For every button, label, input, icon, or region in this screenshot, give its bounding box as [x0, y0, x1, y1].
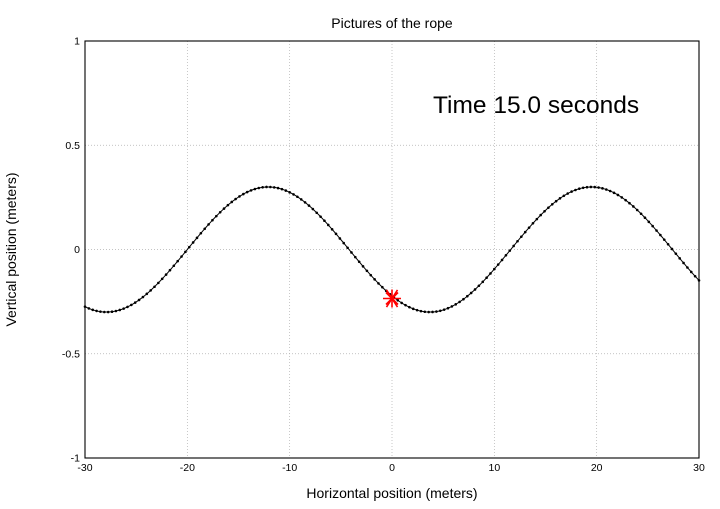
svg-text:0: 0 — [389, 462, 395, 474]
svg-text:-20: -20 — [180, 462, 195, 474]
svg-text:Pictures of the rope: Pictures of the rope — [331, 15, 453, 31]
svg-text:-10: -10 — [282, 462, 297, 474]
svg-text:Vertical position (meters): Vertical position (meters) — [3, 172, 19, 326]
svg-text:0: 0 — [74, 244, 80, 256]
svg-text:30: 30 — [693, 462, 705, 474]
svg-text:-0.5: -0.5 — [62, 348, 80, 360]
svg-text:0.5: 0.5 — [65, 140, 80, 152]
svg-text:Time 15.0 seconds: Time 15.0 seconds — [433, 92, 639, 119]
svg-text:Horizontal position (meters): Horizontal position (meters) — [306, 485, 477, 501]
svg-text:20: 20 — [591, 462, 603, 474]
svg-text:1: 1 — [74, 36, 80, 48]
svg-text:-1: -1 — [71, 453, 80, 465]
svg-text:10: 10 — [488, 462, 500, 474]
